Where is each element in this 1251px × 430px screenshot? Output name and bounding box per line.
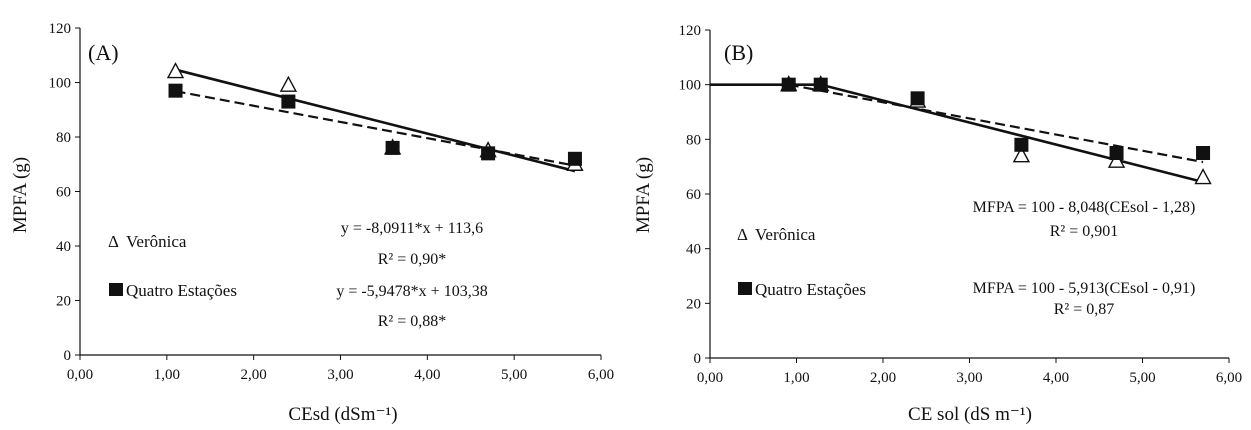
panel-b-x-tick-label: 0,00 [697,370,723,386]
panel-b-y-tick-label: 80 [686,132,701,148]
chart-panel-a: 0 20 40 60 80 100 120 0,00 1,00 2,00 3,00 4,00 5,00 6… [49,21,615,383]
panel-a-trend-line-1 [175,68,576,173]
panel-a-point-square [567,151,582,166]
panel-b-x-tick-label: 3,00 [956,370,982,386]
panel-b-equation-1: MFPA = 100 - 8,048(CEsol - 1,28) [973,199,1196,216]
panel-a-legend-label-2: Quatro Estações [126,281,237,300]
panel-a-y-tick-label: 100 [49,76,72,92]
panel-a-x-tick-label: 4,00 [414,367,440,383]
panel-b-point-triangle [1107,151,1126,168]
panel-b-legend-label-1: Verônica [755,225,816,244]
panel-b-r2-2: R² = 0,87 [1054,301,1115,318]
panel-b-point-square [1014,137,1029,152]
panel-a-y-axis-label: MPFA (g) [10,157,31,233]
panel-a-point-square [281,94,296,109]
panel-b-y-tick-label: 120 [679,23,702,39]
panel-a-y-tick-label: 40 [56,239,71,255]
panel-b-point-square [813,77,828,92]
panel-b-y-tick-label: 20 [686,296,701,312]
panel-a-x-tick-label: 0,00 [67,367,93,383]
panel-b-legend-square-icon [738,282,752,295]
panel-b-legend-label-2: Quatro Estações [755,280,866,299]
panel-b-y-tick-label: 60 [686,187,701,203]
panel-a-y-tick-label: 80 [56,130,71,146]
panel-b-r2-1: R² = 0,901 [1050,223,1119,240]
panel-b-y-tick-label: 40 [686,242,701,258]
panel-b-trend-line-2 [788,83,1204,164]
panel-a-trend-line-2 [175,90,576,167]
panel-a-x-axis-label: CEsd (dSm⁻¹) [288,404,397,425]
panel-a-r2-1: R² = 0,90* [378,251,447,268]
panel-b-point-square [910,91,925,106]
panel-b-y-tick-label: 100 [679,78,702,94]
panel-a-legend-label-1: Verônica [126,232,187,251]
panel-b-point-square [781,77,796,92]
panel-b-x-tick-label: 1,00 [783,370,809,386]
panel-a-label: (A) [88,40,119,65]
panel-a-legend-square-icon [109,283,123,296]
panel-b-x-tick-label: 4,00 [1043,370,1069,386]
panel-a-equation-1: y = -8,0911*x + 113,6 [341,220,483,237]
panel-b-x-tick-label: 6,00 [1216,370,1242,386]
panel-a-x-tick-label: 6,00 [588,367,614,383]
panel-a-r2-2: R² = 0,88* [378,313,447,330]
panel-a-y-tick-label: 60 [56,185,71,201]
panel-b-y-tick-label: 0 [694,351,702,367]
panel-a-point-square [168,83,183,98]
panel-a-point-square [385,140,400,155]
panel-a-y-tick-label: 0 [64,348,72,364]
panel-b-equation-2: MFPA = 100 - 5,913(CEsol - 0,91) [973,280,1196,297]
panel-b-x-tick-label: 2,00 [870,370,896,386]
panel-a-point-triangle [166,62,185,79]
panel-b-point-square [1109,146,1124,160]
chart-panel-b: 0 20 40 60 80 100 120 0,00 1,00 2,00 3,00 4,00 5,00 6… [679,23,1243,386]
panel-a-equation-2: y = -5,9478*x + 103,38 [336,283,487,300]
panel-a-x-tick-label: 1,00 [154,367,180,383]
panel-a-y-tick-label: 20 [56,294,71,310]
panel-a-point-square [481,146,496,161]
panel-b-point-square [1196,146,1211,160]
panel-b-point-triangle [1012,146,1031,163]
panel-b-y-axis-label: MPFA (g) [633,157,654,233]
panel-a-x-tick-label: 3,00 [327,367,353,383]
panel-b-point-triangle [1194,168,1212,185]
panel-a-y-tick-label: 120 [49,21,72,37]
panel-b-legend-triangle-icon: Δ [737,225,748,244]
panel-b-trend-line-1 [710,83,1204,184]
panel-a-x-tick-label: 2,00 [241,367,267,383]
panel-b-x-axis-label: CE sol (dS m⁻¹) [908,404,1032,425]
panel-a-point-triangle [279,75,298,92]
panel-a-x-tick-label: 5,00 [501,367,527,383]
panel-a-legend-triangle-icon: Δ [108,232,119,251]
panel-b-x-tick-label: 5,00 [1129,370,1155,386]
panel-b-label: (B) [724,40,753,65]
